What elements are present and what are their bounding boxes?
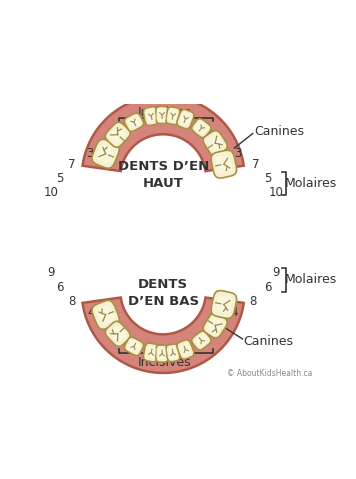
Polygon shape <box>143 107 159 125</box>
Polygon shape <box>83 297 244 373</box>
Polygon shape <box>110 326 126 342</box>
Polygon shape <box>216 296 232 313</box>
Text: 8: 8 <box>249 295 256 308</box>
Text: 2: 2 <box>109 140 117 153</box>
Polygon shape <box>143 343 159 362</box>
Text: 8: 8 <box>68 295 76 308</box>
Text: 6: 6 <box>56 281 63 294</box>
Polygon shape <box>97 145 114 163</box>
Polygon shape <box>97 306 114 324</box>
Text: Molaires: Molaires <box>284 274 337 286</box>
Polygon shape <box>168 110 177 122</box>
Polygon shape <box>166 107 180 125</box>
Polygon shape <box>158 348 166 359</box>
Text: Incisives: Incisives <box>138 106 192 119</box>
Text: 5: 5 <box>264 172 271 185</box>
Text: DENTS
D’EN BAS: DENTS D’EN BAS <box>127 278 199 308</box>
Polygon shape <box>92 139 119 168</box>
Polygon shape <box>128 116 140 128</box>
Polygon shape <box>146 346 156 359</box>
Polygon shape <box>180 113 191 125</box>
Polygon shape <box>166 344 180 362</box>
Polygon shape <box>192 119 211 137</box>
Polygon shape <box>158 109 166 121</box>
Polygon shape <box>125 113 143 131</box>
Text: 4: 4 <box>231 306 238 319</box>
Polygon shape <box>211 150 237 178</box>
Text: 1: 1 <box>109 313 117 326</box>
Text: 9: 9 <box>272 266 280 279</box>
Polygon shape <box>110 126 126 143</box>
Polygon shape <box>211 291 237 319</box>
Polygon shape <box>216 155 232 173</box>
Text: 10: 10 <box>269 186 284 199</box>
Polygon shape <box>128 341 140 352</box>
Text: 5: 5 <box>56 172 63 185</box>
Text: Canines: Canines <box>243 335 293 348</box>
Text: 10: 10 <box>44 186 59 199</box>
Text: Incisives: Incisives <box>138 356 192 369</box>
Polygon shape <box>208 135 223 151</box>
Polygon shape <box>203 131 227 156</box>
Polygon shape <box>208 317 223 333</box>
Text: 9: 9 <box>48 266 55 279</box>
Text: 7: 7 <box>252 158 259 171</box>
Text: 3: 3 <box>234 147 241 160</box>
Text: Molaires: Molaires <box>284 177 337 190</box>
Polygon shape <box>105 122 130 147</box>
Polygon shape <box>105 321 130 346</box>
Polygon shape <box>83 96 244 171</box>
Text: 6: 6 <box>264 281 271 294</box>
Text: 4: 4 <box>87 306 95 319</box>
Polygon shape <box>192 331 211 350</box>
Polygon shape <box>92 300 119 329</box>
Polygon shape <box>156 106 168 124</box>
Polygon shape <box>195 122 208 134</box>
Text: © AboutKidsHealth.ca: © AboutKidsHealth.ca <box>227 369 312 378</box>
Text: 2: 2 <box>210 140 218 153</box>
Text: 1: 1 <box>210 313 218 326</box>
Polygon shape <box>168 347 177 359</box>
Polygon shape <box>146 110 156 122</box>
Text: DENTS D’EN
HAUT: DENTS D’EN HAUT <box>117 160 209 190</box>
Text: Canines: Canines <box>254 125 304 138</box>
Polygon shape <box>180 343 191 356</box>
Polygon shape <box>195 334 208 347</box>
Polygon shape <box>125 337 143 355</box>
Polygon shape <box>177 340 194 359</box>
Text: 7: 7 <box>68 158 75 171</box>
Polygon shape <box>177 110 194 129</box>
Polygon shape <box>156 345 168 362</box>
Text: 3: 3 <box>86 147 93 160</box>
Polygon shape <box>203 313 227 338</box>
